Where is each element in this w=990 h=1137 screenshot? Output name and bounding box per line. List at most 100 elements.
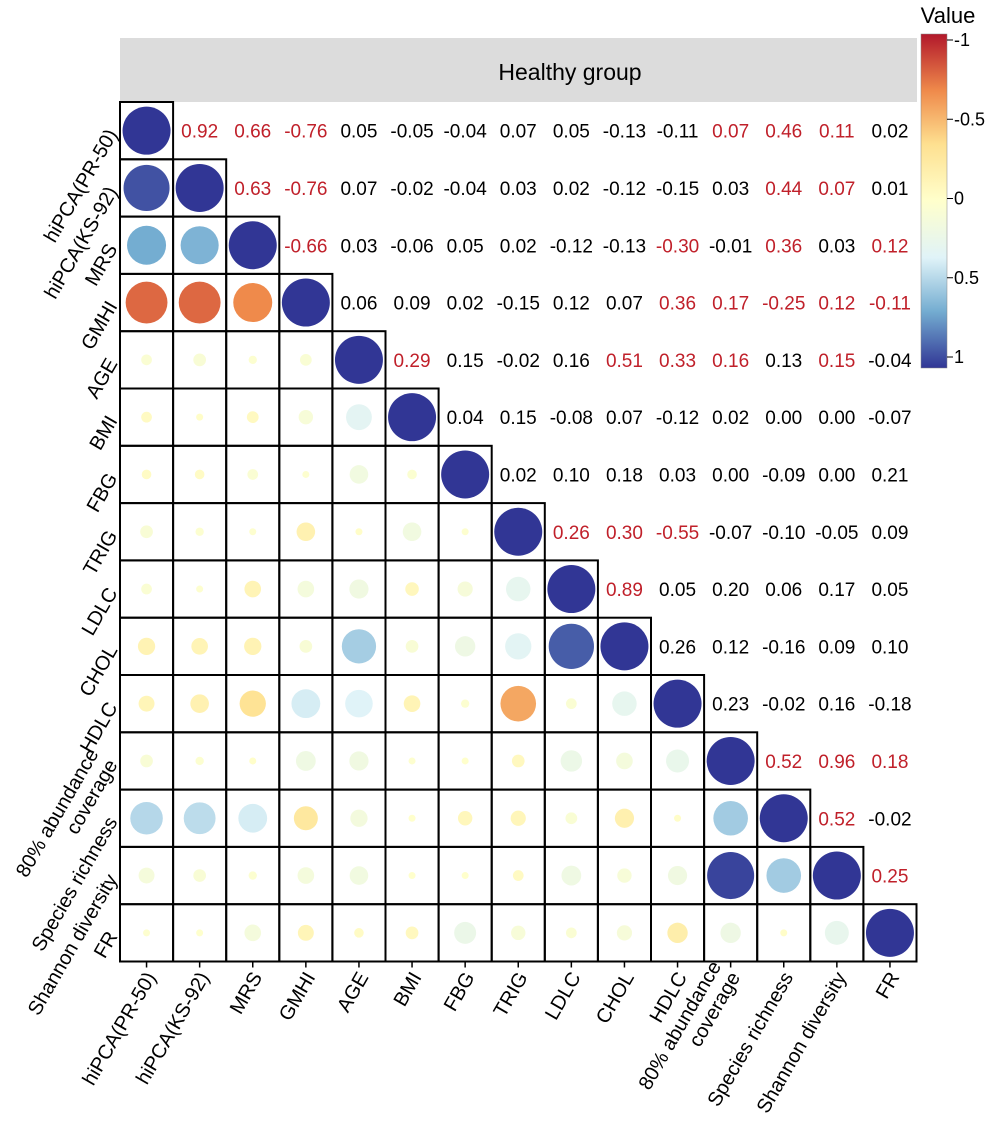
- coef-label: 0.92: [181, 122, 218, 143]
- correlation-circle: [143, 929, 151, 937]
- correlation-circle: [194, 469, 205, 480]
- correlation-circle: [248, 355, 257, 365]
- correlation-circle: [233, 283, 273, 323]
- coef-label: 0.09: [871, 523, 908, 544]
- legend-tick-label: 0.5: [954, 268, 979, 288]
- y-axis-label: FR: [90, 928, 122, 962]
- correlation-circle: [138, 695, 155, 712]
- correlation-circle: [141, 583, 152, 595]
- y-axis-label: BMI: [86, 412, 123, 454]
- correlation-circle: [296, 522, 316, 542]
- correlation-circle: [196, 585, 204, 593]
- legend-tick-label: 0: [954, 189, 964, 209]
- correlation-circle: [297, 924, 314, 941]
- correlation-circle: [354, 928, 364, 938]
- coef-label: 0.21: [871, 465, 908, 486]
- y-axis-label: TRIG: [79, 527, 122, 579]
- correlation-circle: [560, 750, 583, 772]
- coef-label: 0.01: [871, 179, 908, 200]
- correlation-circle: [244, 580, 262, 598]
- coef-label: 0.25: [871, 867, 908, 888]
- correlation-circle: [299, 353, 312, 366]
- correlation-circle: [196, 413, 204, 421]
- coef-label: 0.10: [871, 637, 908, 658]
- coef-label: 0.00: [818, 408, 855, 429]
- coef-label: -0.09: [762, 465, 805, 486]
- correlation-circle: [548, 623, 594, 669]
- coef-label: 0.12: [553, 294, 590, 315]
- correlation-circle: [297, 580, 315, 598]
- coef-label: -0.04: [443, 122, 487, 143]
- coef-label: 0.07: [606, 408, 643, 429]
- correlation-circle: [565, 927, 577, 939]
- x-axis-label-line: LDLC: [541, 969, 586, 1024]
- coef-label: 0.26: [553, 523, 590, 544]
- coef-label: -0.12: [603, 179, 646, 200]
- correlation-circle: [191, 638, 208, 655]
- coef-label: 0.20: [712, 580, 749, 601]
- coef-label: 0.06: [765, 580, 802, 601]
- correlation-circle: [141, 469, 152, 480]
- correlation-circle: [299, 640, 313, 653]
- correlation-circle: [178, 281, 221, 324]
- correlation-circle: [196, 929, 204, 937]
- legend-tick-label: -1: [954, 30, 970, 50]
- coef-label: 0.13: [765, 351, 802, 372]
- diagonal-circle: [441, 450, 490, 499]
- coef-label: 0.09: [394, 294, 431, 315]
- correlation-circle: [244, 924, 262, 942]
- correlation-circle: [193, 353, 206, 367]
- correlation-circle: [350, 809, 368, 827]
- coef-label: -0.05: [815, 523, 858, 544]
- coef-label: 0.23: [712, 695, 749, 716]
- y-axis-label-line: LDLC: [78, 584, 123, 639]
- correlation-circle: [454, 921, 477, 944]
- x-axis-label-line: GMHI: [275, 969, 320, 1025]
- diagonal-circle: [122, 106, 171, 155]
- correlation-circle: [246, 411, 259, 424]
- correlation-circle: [766, 858, 802, 893]
- diagonal-circle: [812, 851, 861, 900]
- coef-label: -0.02: [762, 695, 805, 716]
- y-axis-label-line: FR: [90, 928, 122, 962]
- coef-label: 0.10: [553, 465, 590, 486]
- x-axis-label-line: MRS: [226, 969, 267, 1018]
- correlation-circle: [674, 814, 682, 822]
- correlation-circle: [238, 803, 268, 833]
- correlation-circle: [349, 579, 369, 599]
- coef-label: 0.02: [871, 122, 908, 143]
- coef-label: -0.06: [390, 236, 433, 257]
- coef-label: -0.02: [497, 351, 540, 372]
- coef-label: -0.18: [868, 695, 911, 716]
- coef-label: 0.09: [818, 637, 855, 658]
- coef-label: -0.25: [762, 294, 805, 315]
- coef-label: -0.12: [550, 236, 593, 257]
- coef-label: 0.02: [712, 408, 749, 429]
- correlation-circle: [616, 925, 633, 941]
- coef-label: 0.30: [606, 523, 643, 544]
- y-axis-label: CHOL: [76, 641, 123, 700]
- correlation-circle: [612, 691, 637, 716]
- correlation-circle: [298, 409, 314, 425]
- correlation-circle: [130, 801, 163, 835]
- correlation-circle: [405, 926, 419, 940]
- correlation-circle: [405, 582, 419, 596]
- correlation-circle: [291, 689, 321, 719]
- coef-label: 0.66: [234, 122, 271, 143]
- x-axis-label-line: TRIG: [490, 969, 533, 1021]
- title-strip: [120, 38, 917, 102]
- correlation-circle: [249, 528, 257, 536]
- coef-label: 0.11: [819, 122, 855, 143]
- coef-label: 0.06: [340, 294, 377, 315]
- x-axis-label: FBG: [440, 969, 480, 1016]
- correlation-circle: [180, 226, 219, 265]
- y-axis-label-line: CHOL: [76, 641, 123, 700]
- x-axis-label: BMI: [390, 969, 427, 1011]
- y-axis-label: GMHI: [77, 298, 122, 354]
- legend-tick-label: -0.5: [954, 109, 985, 129]
- coef-label: -0.04: [443, 179, 487, 200]
- x-axis-label-line: CHOL: [592, 969, 639, 1028]
- correlation-circle: [403, 695, 421, 712]
- coef-label: 0.05: [659, 580, 696, 601]
- correlation-circle: [461, 757, 469, 765]
